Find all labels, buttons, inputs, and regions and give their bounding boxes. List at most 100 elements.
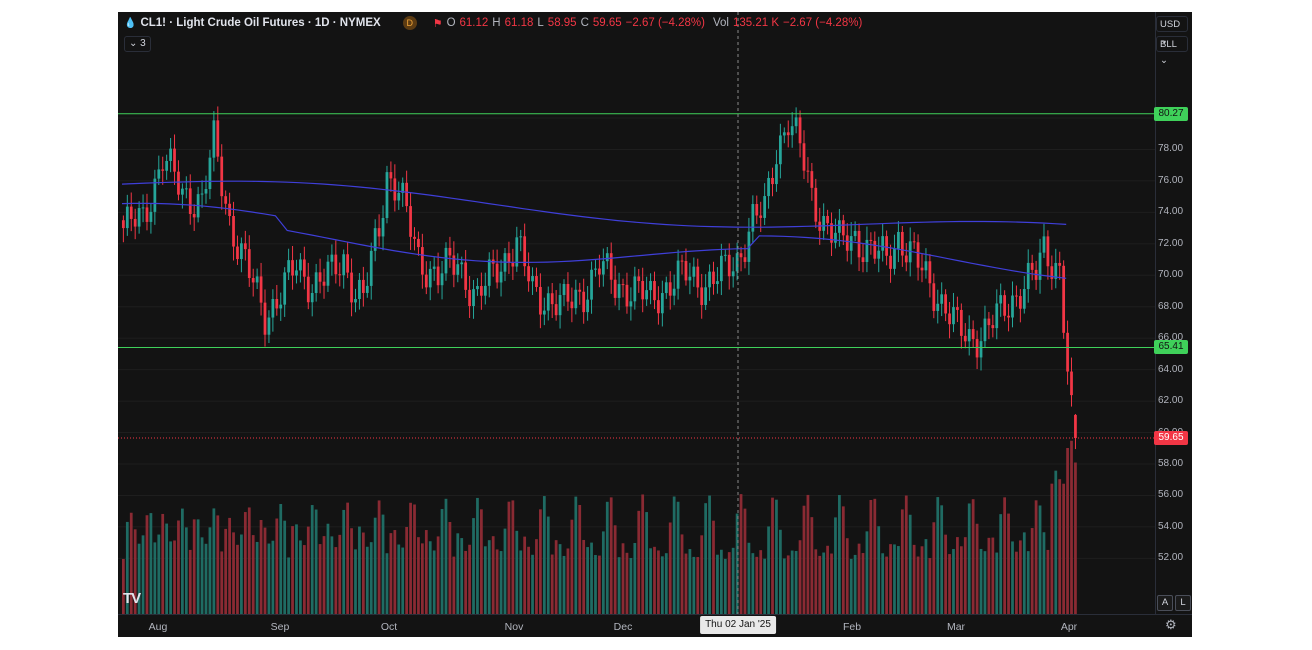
volume-bar [826,545,829,614]
open-value: 61.12 [459,17,489,29]
candle-body [460,262,464,265]
candle-body [452,255,456,275]
volume-bar [1007,513,1010,614]
candle-body [350,272,353,303]
candle-body [342,254,346,276]
candle-body [291,260,294,276]
candle-body [397,192,401,201]
volume-bar [279,504,283,614]
volume-bar [291,526,294,614]
candle-body [920,267,924,271]
candle-body [731,271,735,277]
candle-body [1003,295,1007,316]
candle-body [975,339,979,358]
time-tick-label: Dec [613,621,633,633]
volume-bar [959,546,963,614]
volume-bar [240,534,243,614]
candle-body [743,257,747,262]
price-chart-pane[interactable] [118,12,1155,614]
unit-select[interactable]: BLL ⌄ [1156,36,1188,66]
volume-bar [963,537,967,614]
currency-select[interactable]: USD ⌄ [1156,16,1188,46]
candle-body [236,246,239,260]
volume-bar [712,520,715,614]
volume-bar [196,519,200,614]
symbol-title[interactable]: CL1! · Light Crude Oil Futures · 1D · NY… [140,17,381,29]
volume-bar [873,498,877,614]
upper-line-tag[interactable]: 80.27 [1154,106,1188,121]
candle-body [558,295,562,316]
delay-badge[interactable]: D [402,16,417,30]
volume-bar [361,532,365,614]
price-axis[interactable]: 80.0078.0076.0074.0072.0070.0068.0066.00… [1155,12,1192,614]
candle-body [684,261,688,281]
candle-body [692,266,696,277]
volume-bar [393,530,397,614]
indicators-toggle[interactable]: ⌄ 3 [124,36,151,52]
time-axis[interactable]: Aug Sep Oct Nov Dec Feb Mar Apr [118,614,1192,637]
volume-bar [212,508,216,614]
volume-bar [515,530,519,614]
candle-body [287,260,290,273]
volume-bar [688,549,692,614]
volume-bar [924,539,928,614]
candle-body [401,182,405,193]
volume-bar [660,556,664,614]
candle-body [542,310,546,315]
volume-bar [546,516,550,614]
log-scale-button[interactable]: L [1175,595,1191,611]
volume-bar [527,546,530,614]
candle-body [605,253,609,262]
lower-line-tag[interactable]: 65.41 [1154,340,1188,355]
candle-body [468,289,471,307]
candle-body [358,279,361,300]
volume-bar [306,526,310,614]
candle-body [440,273,444,286]
gear-icon[interactable]: ⚙ [1165,617,1177,632]
candle-body [240,243,243,260]
candle-body [779,135,782,165]
candle-body [224,196,228,204]
price-tick-label: 74.00 [1158,206,1184,218]
volume-bar [857,543,861,614]
volume-bar [314,509,318,614]
volume-bar [507,501,511,614]
candle-body [263,302,267,335]
flag-icon[interactable]: ⚑ [432,17,443,30]
auto-scale-button[interactable]: A [1157,595,1173,611]
candle-body [361,279,365,293]
candle-body [629,301,633,307]
candle-body [373,228,377,251]
candle-body [810,171,814,188]
volume-bar [1018,540,1022,614]
volume-bar [1038,505,1042,614]
candle-body [802,143,806,171]
volume-bar [232,532,235,614]
volume-bar [420,543,424,614]
price-tick-label: 66.00 [1158,332,1184,344]
volume-bar [916,556,920,614]
candle-body [295,270,298,276]
candle-body [129,206,133,219]
change-value: −2.67 (−4.28%) [625,17,705,29]
volume-bar [692,556,696,614]
volume-bar [358,526,361,614]
candle-body [893,248,896,269]
volume-bar [417,537,420,614]
time-tick-label: Apr [1060,621,1078,633]
candle-body [122,220,125,229]
price-tick-label: 64.00 [1158,363,1184,375]
candle-body [1042,236,1046,253]
volume-bar [322,536,326,614]
candle-body [562,283,566,296]
volume-bar [838,494,841,614]
tradingview-logo[interactable]: TV [123,590,141,607]
volume-bar [956,537,959,614]
candle-body [948,313,951,325]
candle-body [963,335,967,342]
candle-body [995,303,999,329]
volume-bar [365,546,369,614]
volume-bar [519,550,523,614]
volume-bar [912,544,916,614]
candle-body [338,274,342,276]
